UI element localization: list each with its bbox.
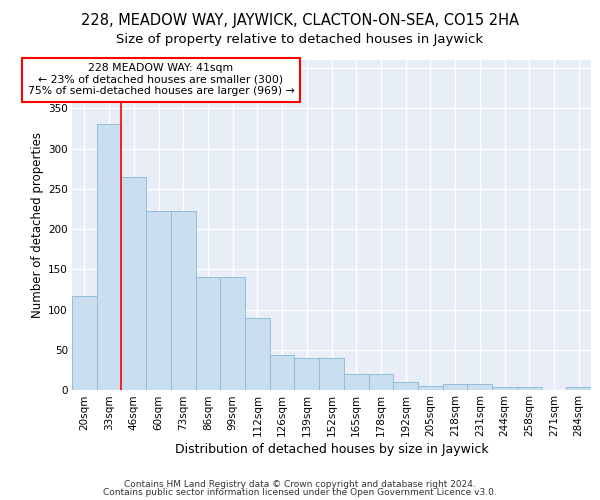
Bar	[121, 176, 146, 390]
Text: Size of property relative to detached houses in Jaywick: Size of property relative to detached ho…	[116, 32, 484, 46]
Bar	[566, 387, 591, 390]
Bar	[295, 358, 319, 390]
Bar	[517, 387, 542, 390]
Bar	[368, 374, 393, 390]
Bar	[171, 212, 196, 390]
Bar	[270, 354, 295, 390]
Bar	[319, 358, 344, 390]
Bar	[467, 384, 492, 390]
Bar	[492, 387, 517, 390]
Bar	[245, 318, 270, 390]
Text: Contains HM Land Registry data © Crown copyright and database right 2024.: Contains HM Land Registry data © Crown c…	[124, 480, 476, 489]
Bar	[146, 212, 171, 390]
Bar	[97, 124, 121, 390]
Bar	[418, 386, 443, 390]
Bar	[443, 384, 467, 390]
Bar	[393, 382, 418, 390]
Text: 228 MEADOW WAY: 41sqm
← 23% of detached houses are smaller (300)
75% of semi-det: 228 MEADOW WAY: 41sqm ← 23% of detached …	[28, 63, 295, 96]
Bar	[344, 374, 368, 390]
Bar	[72, 296, 97, 390]
Text: 228, MEADOW WAY, JAYWICK, CLACTON-ON-SEA, CO15 2HA: 228, MEADOW WAY, JAYWICK, CLACTON-ON-SEA…	[81, 12, 519, 28]
Bar	[196, 276, 220, 390]
X-axis label: Distribution of detached houses by size in Jaywick: Distribution of detached houses by size …	[175, 443, 488, 456]
Text: Contains public sector information licensed under the Open Government Licence v3: Contains public sector information licen…	[103, 488, 497, 497]
Y-axis label: Number of detached properties: Number of detached properties	[31, 132, 44, 318]
Bar	[220, 276, 245, 390]
